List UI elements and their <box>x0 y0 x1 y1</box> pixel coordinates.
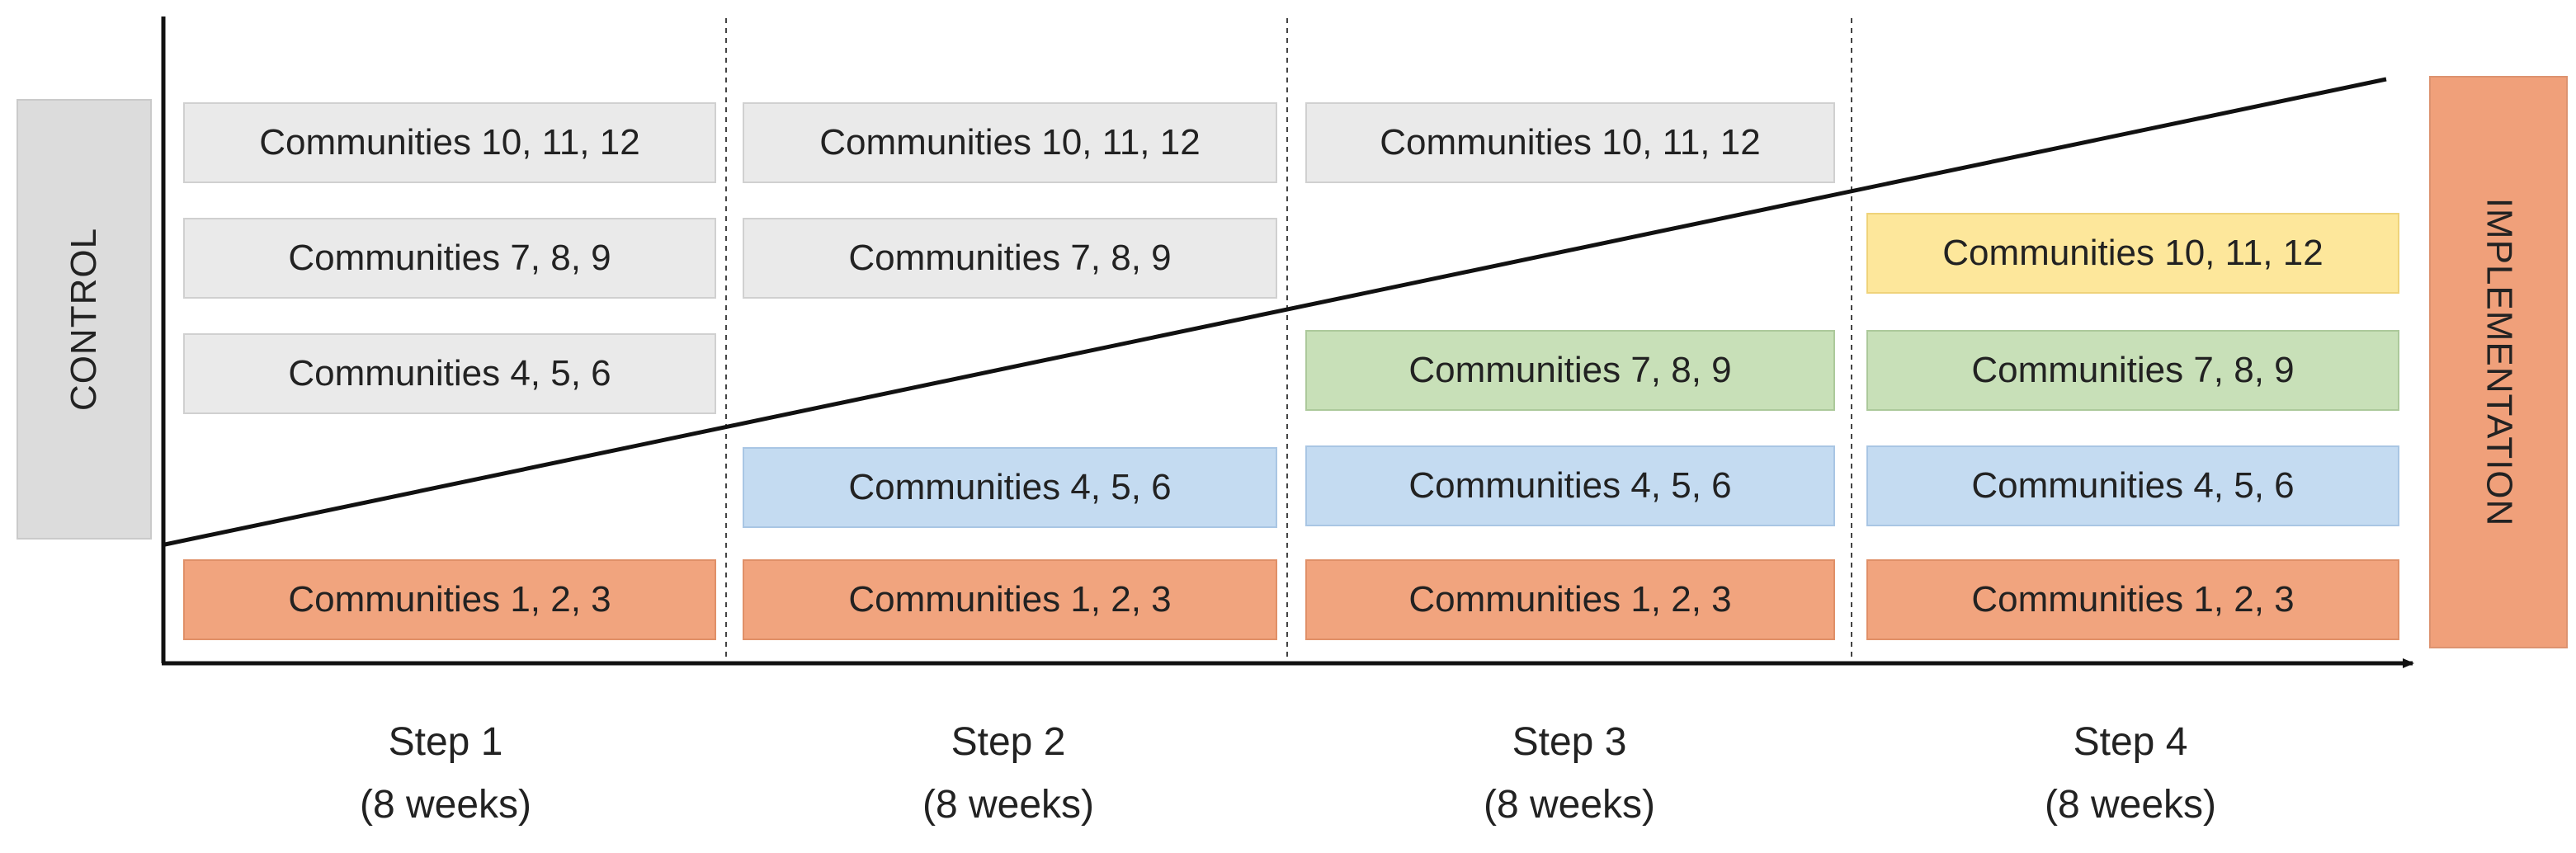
transition-line <box>164 77 2387 547</box>
step-duration: (8 weeks) <box>2044 783 2217 827</box>
step-label-3: Step 3 (8 weeks) <box>1322 711 1817 837</box>
implementation-label: IMPLEMENTATION <box>2429 76 2568 648</box>
step-name: Step 3 <box>1512 720 1627 764</box>
step-label-4: Step 4 (8 weeks) <box>1883 711 2378 837</box>
community-box-step2-g3: Communities 7, 8, 9 <box>743 218 1277 299</box>
community-box-step1-g3: Communities 7, 8, 9 <box>183 218 716 299</box>
community-box-step4-g2: Communities 4, 5, 6 <box>1866 445 2399 526</box>
step-name: Step 2 <box>951 720 1066 764</box>
community-box-step3-g1: Communities 1, 2, 3 <box>1305 559 1835 640</box>
community-box-step4-g4: Communities 10, 11, 12 <box>1866 213 2399 294</box>
community-box-step2-g4: Communities 10, 11, 12 <box>743 102 1277 183</box>
community-box-step1-g1: Communities 1, 2, 3 <box>183 559 716 640</box>
step-duration: (8 weeks) <box>922 783 1095 827</box>
control-label: CONTROL <box>17 99 152 540</box>
community-box-step3-g2: Communities 4, 5, 6 <box>1305 445 1835 526</box>
step-duration: (8 weeks) <box>1483 783 1656 827</box>
step-duration: (8 weeks) <box>359 783 532 827</box>
community-box-step1-g2: Communities 4, 5, 6 <box>183 333 716 414</box>
step-label-2: Step 2 (8 weeks) <box>761 711 1256 837</box>
community-box-step4-g1: Communities 1, 2, 3 <box>1866 559 2399 640</box>
step-name: Step 1 <box>388 720 503 764</box>
community-box-step3-g4: Communities 10, 11, 12 <box>1305 102 1835 183</box>
community-box-step4-g3: Communities 7, 8, 9 <box>1866 330 2399 411</box>
step-name: Step 4 <box>2073 720 2188 764</box>
community-box-step3-g3: Communities 7, 8, 9 <box>1305 330 1835 411</box>
community-box-step1-g4: Communities 10, 11, 12 <box>183 102 716 183</box>
community-box-step2-g1: Communities 1, 2, 3 <box>743 559 1277 640</box>
community-box-step2-g2: Communities 4, 5, 6 <box>743 447 1277 528</box>
step-label-1: Step 1 (8 weeks) <box>198 711 693 837</box>
